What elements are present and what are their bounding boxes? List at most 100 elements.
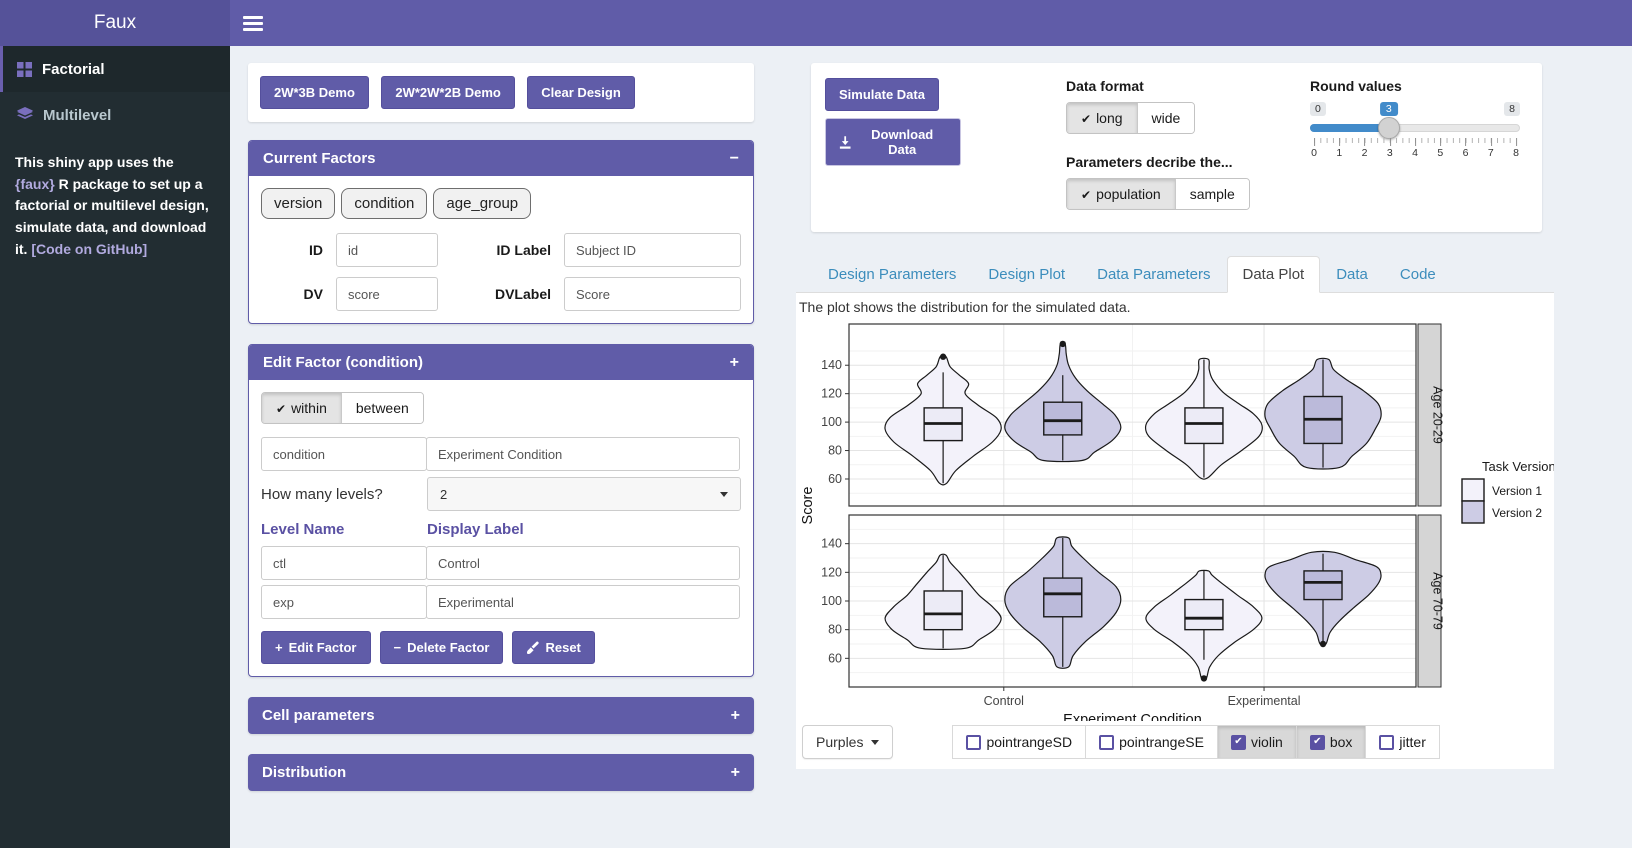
expand-icon[interactable]: + [730, 763, 740, 781]
tab-design-plot[interactable]: Design Plot [988, 266, 1066, 283]
sample-option[interactable]: sample [1174, 179, 1249, 209]
id-label: ID [309, 242, 323, 258]
factor-chip-condition[interactable]: condition [341, 188, 428, 219]
dv-label: DV [303, 286, 323, 302]
tab-data[interactable]: Data [1336, 266, 1368, 283]
tab-design-parameters[interactable]: Design Parameters [828, 266, 957, 283]
slider-max-badge: 8 [1504, 102, 1520, 116]
within-option[interactable]: within [262, 393, 341, 423]
edit-factor-box: Edit Factor (condition) + within between [248, 344, 754, 677]
cell-parameters-box[interactable]: Cell parameters + [248, 697, 754, 734]
checkbox-icon [966, 734, 982, 750]
sidebar-toggle-icon[interactable] [243, 15, 263, 31]
check-icon [276, 400, 286, 416]
tab-code[interactable]: Code [1399, 266, 1436, 283]
data-format-label: Data format [1066, 78, 1144, 94]
round-values-label: Round values [1310, 78, 1402, 94]
long-option[interactable]: long [1067, 103, 1137, 133]
current-factors-box: Current Factors − version condition age_… [248, 140, 754, 324]
expand-icon[interactable]: + [729, 353, 739, 371]
svg-text:80: 80 [828, 444, 842, 458]
box-title: Cell parameters [262, 707, 375, 724]
pointrangeSD-checkbox[interactable]: pointrangeSD [952, 725, 1087, 759]
navbar [230, 0, 1632, 46]
violin-checkbox[interactable]: violin [1216, 725, 1297, 759]
jitter-checkbox[interactable]: jitter [1365, 725, 1440, 759]
edit-factor-header: Edit Factor (condition) + [249, 345, 753, 380]
level-name-input[interactable] [261, 546, 427, 580]
sidebar-item-factorial[interactable]: Factorial [0, 46, 230, 92]
download-data-button[interactable]: Download Data [825, 118, 961, 166]
layers-icon [17, 107, 33, 119]
box-checkbox[interactable]: box [1295, 725, 1367, 759]
demo-2w2w2b-button[interactable]: 2W*2W*2B Demo [381, 76, 515, 109]
expand-icon[interactable]: + [730, 706, 740, 724]
dv-input[interactable] [336, 277, 438, 311]
factor-type-toggle: within between [261, 392, 424, 424]
check-icon [1081, 186, 1091, 202]
current-factors-header: Current Factors − [249, 141, 753, 176]
dv-label-input[interactable] [564, 277, 741, 311]
sidebar: Factorial Multilevel This shiny app uses… [0, 46, 230, 848]
checkbox-icon [1309, 734, 1325, 750]
factor-display-input[interactable] [426, 437, 740, 471]
level-name-header: Level Name [261, 521, 345, 538]
id-label-input[interactable] [564, 233, 741, 267]
collapse-icon[interactable]: − [729, 149, 739, 167]
clear-design-button[interactable]: Clear Design [527, 76, 635, 109]
github-link[interactable]: [Code on GitHub] [31, 240, 148, 257]
level-label-input[interactable] [426, 546, 740, 580]
sidebar-item-label: Factorial [42, 60, 105, 78]
id-input[interactable] [336, 233, 438, 267]
tab-data-parameters[interactable]: Data Parameters [1097, 266, 1211, 283]
pointrangeSE-checkbox[interactable]: pointrangeSE [1085, 725, 1218, 759]
box-title: Distribution [262, 764, 347, 781]
simulate-data-button[interactable]: Simulate Data [825, 78, 939, 111]
distribution-box[interactable]: Distribution + [248, 754, 754, 791]
svg-text:Version 2: Version 2 [1492, 506, 1542, 520]
svg-text:100: 100 [821, 594, 842, 608]
svg-text:120: 120 [821, 565, 842, 579]
demo-2w3b-button[interactable]: 2W*3B Demo [260, 76, 369, 109]
levels-question-label: How many levels? [261, 485, 383, 503]
factor-chip-age-group[interactable]: age_group [433, 188, 532, 219]
brush-icon [527, 641, 540, 654]
svg-text:Version 1: Version 1 [1492, 484, 1542, 498]
palette-dropdown[interactable]: Purples [802, 725, 894, 759]
svg-text:60: 60 [828, 472, 842, 486]
main-content: 2W*3B Demo 2W*2W*2B Demo Clear Design Cu… [230, 46, 1632, 848]
parameters-describe-label: Parameters decribe the... [1066, 154, 1233, 170]
checkbox-icon [1379, 734, 1395, 750]
delete-factor-button[interactable]: − Delete Factor [379, 631, 504, 664]
simulate-panel: Simulate Data Download Data Data format … [811, 63, 1542, 232]
round-values-slider: 0 3 8 0 1 2 3 4 [1310, 102, 1520, 164]
caret-down-icon [720, 491, 728, 497]
factor-chip-version[interactable]: version [261, 188, 336, 219]
svg-text:100: 100 [821, 415, 842, 429]
top-navbar: Faux [0, 0, 1632, 46]
sidebar-item-label: Multilevel [43, 106, 112, 124]
plus-icon: + [275, 640, 283, 655]
between-option[interactable]: between [340, 393, 423, 423]
describe-toggle: population sample [1066, 178, 1250, 210]
reset-button[interactable]: Reset [512, 631, 595, 664]
svg-text:Age 70-79: Age 70-79 [1431, 572, 1445, 630]
level-label-input[interactable] [426, 585, 740, 619]
download-icon [839, 135, 851, 149]
svg-text:120: 120 [821, 387, 842, 401]
slider-min-badge: 0 [1310, 102, 1326, 116]
slider-handle[interactable] [1377, 117, 1400, 139]
sidebar-item-multilevel[interactable]: Multilevel [0, 92, 230, 138]
wide-option[interactable]: wide [1136, 103, 1195, 133]
caret-down-icon [871, 739, 880, 745]
level-name-input[interactable] [261, 585, 427, 619]
factor-name-input[interactable] [261, 437, 427, 471]
minus-icon: − [393, 640, 402, 655]
edit-factor-button[interactable]: + Edit Factor [261, 631, 371, 664]
tab-data-plot[interactable]: Data Plot [1226, 256, 1321, 293]
population-option[interactable]: population [1067, 179, 1175, 209]
slider-grid: 0 1 2 3 4 5 6 7 8 [1311, 138, 1519, 164]
svg-text:Score: Score [800, 487, 816, 525]
levels-count-select[interactable]: 2 [427, 477, 741, 511]
faux-package-link[interactable]: {faux} [15, 175, 55, 192]
